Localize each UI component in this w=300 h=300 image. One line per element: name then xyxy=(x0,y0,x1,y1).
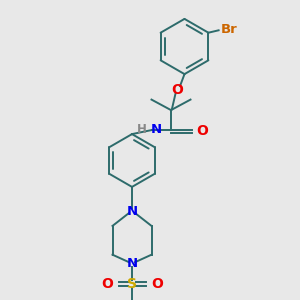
Text: O: O xyxy=(171,83,183,97)
Text: S: S xyxy=(127,277,137,291)
Text: N: N xyxy=(126,257,138,270)
Text: O: O xyxy=(196,124,208,138)
Text: Br: Br xyxy=(221,23,238,36)
Text: N: N xyxy=(126,205,138,218)
Text: H: H xyxy=(137,123,147,136)
Text: O: O xyxy=(101,277,113,291)
Text: N: N xyxy=(151,123,162,136)
Text: O: O xyxy=(151,277,163,291)
